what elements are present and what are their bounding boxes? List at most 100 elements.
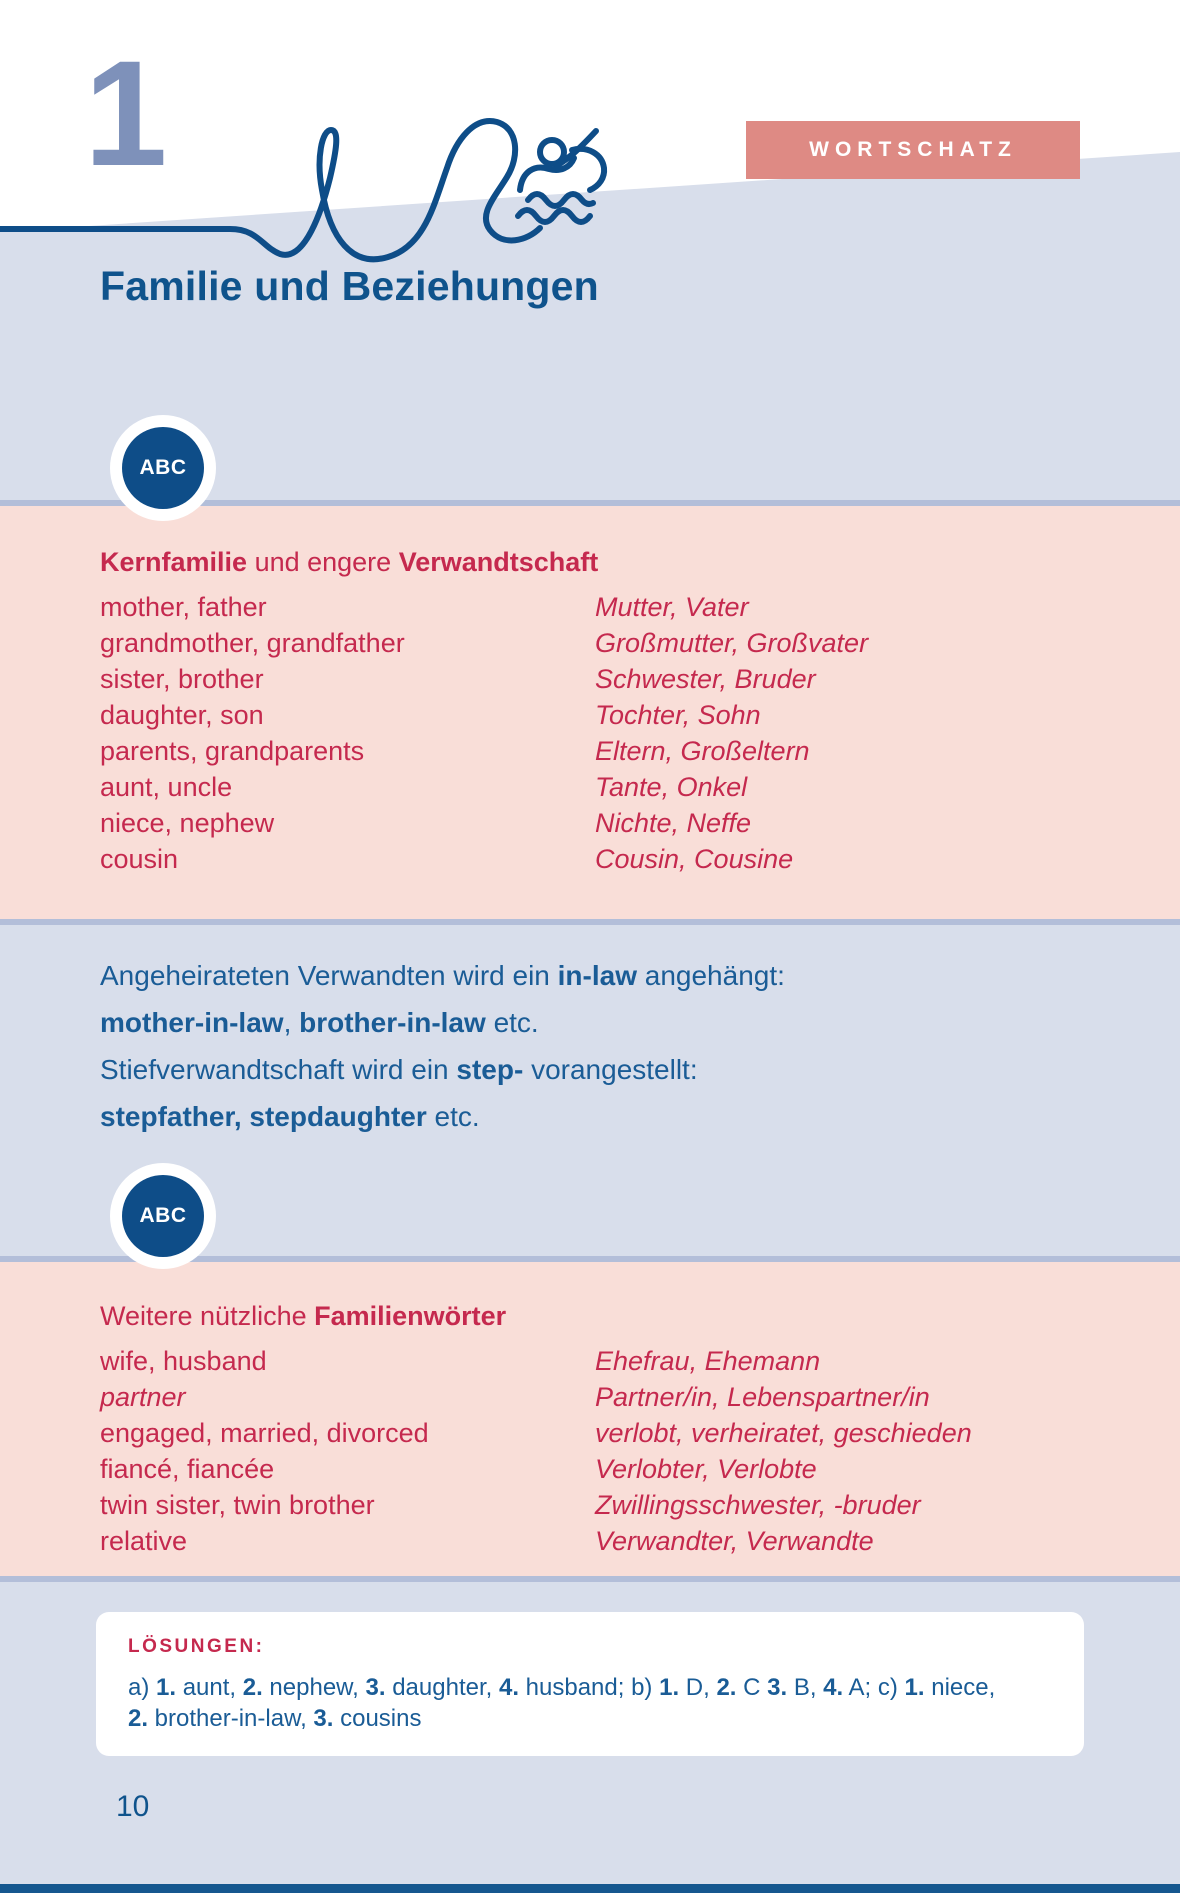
solutions-line: a) 1. aunt, 2. nephew, 3. daughter, 4. h… (128, 1672, 1052, 1703)
vocab-english-term: partner (100, 1382, 186, 1412)
vocab-english-term: parents, grandparents (100, 736, 365, 766)
vocab-row: parents, grandparents Eltern, Großeltern (100, 733, 1140, 769)
vocab-english-term: cousin (100, 844, 179, 874)
swimmer-head (537, 137, 567, 167)
text-segment: 3. (767, 1674, 788, 1701)
decorative-wavy-line-and-swimmer-icon (0, 118, 608, 263)
vocab-german-translation: Eltern, Großeltern (595, 736, 810, 766)
vocab-english-term: niece, nephew (100, 808, 275, 838)
text-segment: 3. (313, 1705, 334, 1732)
vocab-row: fiancé, fiancée Verlobter, Verlobte (100, 1451, 1140, 1487)
vocab-row: aunt, uncle Tante, Onkel (100, 769, 1140, 805)
text-segment: 3. (365, 1674, 386, 1701)
text-segment: Kernfamilie (100, 547, 248, 577)
vocab-english-term: sister, brother (100, 664, 264, 694)
solutions-heading: LÖSUNGEN: (128, 1636, 265, 1657)
vocab-row: cousin Cousin, Cousine (100, 841, 1140, 877)
vocab-english-term: aunt, uncle (100, 772, 233, 802)
vocab-row: partner Partner/in, Lebenspartner/in (100, 1379, 1140, 1415)
vocab-german-translation: Schwester, Bruder (595, 664, 816, 694)
text-segment: step- (456, 1054, 524, 1085)
vocab-german-translation: Großmutter, Großvater (595, 628, 869, 658)
text-segment: 1. (904, 1674, 925, 1701)
vocab-row: engaged, married, divorced verlobt, verhe… (100, 1415, 1140, 1451)
vocab-english-term: engaged, married, divorced (100, 1418, 429, 1448)
swimmer-arm-reach (569, 146, 608, 193)
text-segment: A; c) (843, 1674, 905, 1701)
vocab-row: sister, brother Schwester, Bruder (100, 661, 1140, 697)
text-segment: , (283, 1007, 300, 1038)
grammar-note-line: Angeheirateten Verwandten wird ein in-la… (100, 952, 960, 999)
vocab-german-translation: Verlobter, Verlobte (595, 1454, 817, 1484)
text-segment: mother-in-law (100, 1007, 284, 1038)
text-segment: Angeheirateten Verwandten wird ein (100, 960, 558, 991)
vocab-english-term: fiancé, fiancée (100, 1454, 275, 1484)
vocab-german-translation: Cousin, Cousine (595, 844, 794, 874)
text-segment: B, (787, 1674, 824, 1701)
grammar-note: Angeheirateten Verwandten wird ein in-la… (100, 952, 960, 1140)
wortschatz-banner-label: WORTSCHATZ (809, 138, 1017, 161)
text-segment: brother-in-law (299, 1007, 486, 1038)
text-segment: angehängt: (636, 960, 785, 991)
abc-vocabulary-icon: ABC (110, 415, 216, 521)
vocab-row: twin sister, twin brother Zwillingsschwes… (100, 1487, 1140, 1523)
text-segment: 4. (498, 1674, 519, 1701)
text-segment: und engere (247, 547, 399, 577)
text-segment: 2. (716, 1674, 737, 1701)
text-segment: 2. (128, 1705, 149, 1732)
text-segment: aunt, (176, 1674, 243, 1701)
grammar-note-line: mother-in-law, brother-in-law etc. (100, 999, 960, 1046)
wortschatz-banner: WORTSCHATZ (746, 121, 1080, 179)
vocab-german-translation: Zwillingsschwester, -bruder (595, 1490, 921, 1520)
vocab-english-term: twin sister, twin brother (100, 1490, 375, 1520)
text-segment: Verwandtschaft (398, 547, 599, 577)
vocab-english-term: wife, husband (100, 1346, 267, 1376)
chapter-number: 1 (84, 29, 168, 197)
vocab-row: mother, father Mutter, Vater (100, 589, 1140, 625)
vocab-row: relative Verwandter, Verwandte (100, 1523, 1140, 1559)
solutions-line: 2. brother-in-law, 3. cousins (128, 1703, 1052, 1734)
text-segment: 2. (242, 1674, 263, 1701)
vocab-row: niece, nephew Nichte, Neffe (100, 805, 1140, 841)
vocab-german-translation: Tante, Onkel (595, 772, 748, 802)
vocab-english-term: grandmother, grandfather (100, 628, 405, 658)
vocab-english-term: daughter, son (100, 700, 264, 730)
vocab-german-translation: Nichte, Neffe (595, 808, 752, 838)
text-segment: 4. (823, 1674, 844, 1701)
bottom-edge-bar (0, 1884, 1180, 1893)
vocab-german-translation: Verwandter, Verwandte (595, 1526, 874, 1556)
text-segment: niece, (924, 1674, 996, 1701)
text-segment: cousins (333, 1705, 422, 1732)
text-segment: nephew, (262, 1674, 366, 1701)
abc-icon-label: ABC (122, 1175, 204, 1257)
swimmer-water-line-1 (525, 191, 596, 209)
text-segment: etc. (485, 1007, 539, 1038)
decorative-squiggle-line (0, 118, 543, 263)
text-segment: a) (128, 1674, 157, 1701)
page-number: 10 (116, 1790, 150, 1823)
vocab-german-translation: verlobt, verheiratet, geschieden (595, 1418, 972, 1448)
vocab-table: wife, husband Ehefrau, Ehemann partner Part… (100, 1343, 1140, 1559)
text-segment: Familienwörter (314, 1301, 507, 1331)
swimmer-water-line-2 (515, 207, 593, 225)
grammar-note-line: stepfather, stepdaughter etc. (100, 1093, 960, 1140)
vocab-german-translation: Tochter, Sohn (595, 700, 761, 730)
page-title: Familie und Beziehungen (100, 263, 599, 309)
abc-icon-label: ABC (122, 427, 204, 509)
vocab-section-heading: Kernfamilie und engere Verwandtschaft (100, 546, 1140, 579)
vocab-row: daughter, son Tochter, Sohn (100, 697, 1140, 733)
abc-vocabulary-icon: ABC (110, 1163, 216, 1269)
text-segment: brother-in-law, (148, 1705, 314, 1732)
text-segment: C (736, 1674, 768, 1701)
vocab-german-translation: Mutter, Vater (595, 592, 749, 622)
vocab-section-heading: Weitere nützliche Familienwörter (100, 1300, 1140, 1333)
text-segment: vorangestellt: (523, 1054, 698, 1085)
vocab-german-translation: Ehefrau, Ehemann (595, 1346, 821, 1376)
vocab-table: mother, father Mutter, Vater grandmother, … (100, 589, 1140, 877)
text-segment: 1. (659, 1674, 680, 1701)
vocab-section-kernfamilie: Kernfamilie und engere Verwandtschaft mo… (0, 500, 1180, 925)
text-segment: etc. (426, 1101, 480, 1132)
vocab-row: grandmother, grandfather Großmutter, Groß… (100, 625, 1140, 661)
text-segment: daughter, (385, 1674, 499, 1701)
